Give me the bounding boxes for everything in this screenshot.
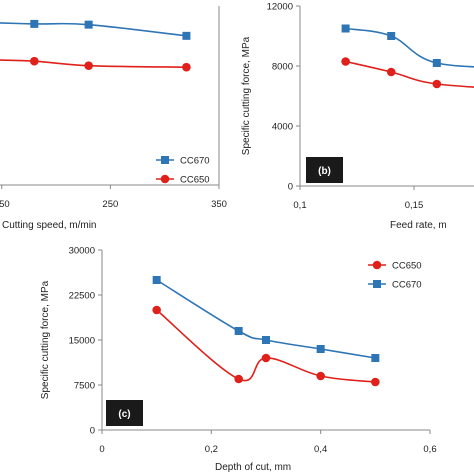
axes: 0,1 0,15 0 4000 8000 12000 — [267, 2, 474, 211]
data-point — [316, 371, 325, 381]
y-tick-label: 22500 — [69, 291, 95, 302]
y-tick-label: 30000 — [69, 246, 95, 257]
x-axis-label: Cutting speed, m/min — [2, 220, 97, 231]
axes: 150 250 350 — [0, 6, 227, 210]
legend-label: CC650 — [392, 261, 422, 272]
legend-item: CC650 — [156, 175, 210, 186]
data-point — [386, 67, 396, 77]
data-point — [387, 32, 396, 40]
legend-item: CC670 — [156, 156, 210, 167]
x-tick-label: 0,1 — [293, 200, 306, 211]
x-axis-label: Depth of cut, mm — [215, 462, 291, 473]
series-line — [156, 309, 376, 383]
legend-item: CC650 — [368, 261, 422, 272]
legend-item: CC670 — [368, 280, 422, 291]
data-point — [371, 377, 380, 387]
data-point — [432, 59, 441, 67]
x-axis-label: Feed rate, m — [390, 220, 447, 231]
y-axis-label: Specific cutting force, MPa — [40, 280, 51, 399]
plot-area — [341, 24, 474, 89]
x-tick-label: 0,4 — [314, 444, 327, 455]
x-tick-label: 350 — [211, 199, 227, 210]
data-point — [30, 19, 39, 28]
panel-a: 150 250 350 Cutting speed, m/min CC670 CC650 — [0, 6, 227, 231]
data-point — [84, 61, 93, 70]
series-line — [0, 22, 187, 37]
series-line — [0, 59, 187, 68]
data-point — [182, 31, 191, 40]
series-line — [345, 60, 474, 88]
legend-marker — [373, 280, 381, 288]
legend-label: CC650 — [180, 175, 210, 186]
x-tick-label: 0 — [99, 444, 104, 455]
y-tick-label: 0 — [90, 426, 95, 437]
data-point — [182, 62, 191, 72]
panel-b: 0,1 0,15 0 4000 8000 12000 Feed rate, m Specifi… — [241, 2, 474, 231]
x-tick-label: 0,6 — [423, 444, 436, 455]
panel-c: 0 0,2 0,4 0,6 0 7500 15000 22500 30000 Depth of c… — [40, 246, 437, 474]
data-point — [234, 327, 243, 335]
data-point — [84, 20, 93, 29]
legend-marker — [161, 156, 169, 164]
data-point — [341, 24, 350, 33]
legend: CC650 CC670 — [368, 261, 422, 291]
axes: 0 0,2 0,4 0,6 0 7500 15000 22500 30000 — [69, 246, 437, 456]
y-tick-label: 15000 — [69, 336, 95, 347]
panel-tag-box — [306, 157, 343, 183]
data-point — [30, 56, 39, 66]
data-point — [261, 353, 271, 363]
y-tick-label: 8000 — [272, 62, 293, 73]
panel-tag: (b) — [306, 157, 343, 183]
data-point — [316, 345, 325, 353]
panel-tag-label: (b) — [318, 166, 331, 177]
x-tick-label: 0,15 — [405, 200, 424, 211]
y-axis-label: Specific cutting force, MPa — [241, 36, 252, 155]
y-tick-label: 4000 — [272, 122, 293, 133]
x-tick-label: 250 — [102, 199, 118, 210]
panel-tag-box — [106, 400, 143, 426]
panel-tag: (c) — [106, 400, 143, 426]
panel-tag-label: (c) — [118, 409, 130, 420]
x-tick-label: 150 — [0, 199, 10, 210]
x-tick-label: 0,2 — [205, 444, 218, 455]
data-point — [152, 305, 161, 315]
plot-area — [152, 276, 380, 387]
y-tick-label: 12000 — [267, 2, 293, 13]
series-line — [345, 27, 474, 68]
plot-area — [0, 19, 191, 72]
legend-marker — [372, 260, 382, 270]
legend-marker — [160, 174, 170, 184]
y-tick-label: 7500 — [74, 381, 95, 392]
data-point — [341, 57, 350, 66]
legend-label: CC670 — [392, 280, 422, 291]
legend: CC670 CC650 — [156, 156, 210, 186]
y-tick-label: 0 — [288, 182, 293, 193]
data-point — [234, 374, 243, 384]
series-line — [156, 279, 376, 359]
data-point — [262, 336, 270, 344]
legend-label: CC670 — [180, 156, 210, 167]
data-point — [432, 79, 442, 89]
data-point — [152, 276, 161, 284]
data-point — [371, 354, 380, 362]
